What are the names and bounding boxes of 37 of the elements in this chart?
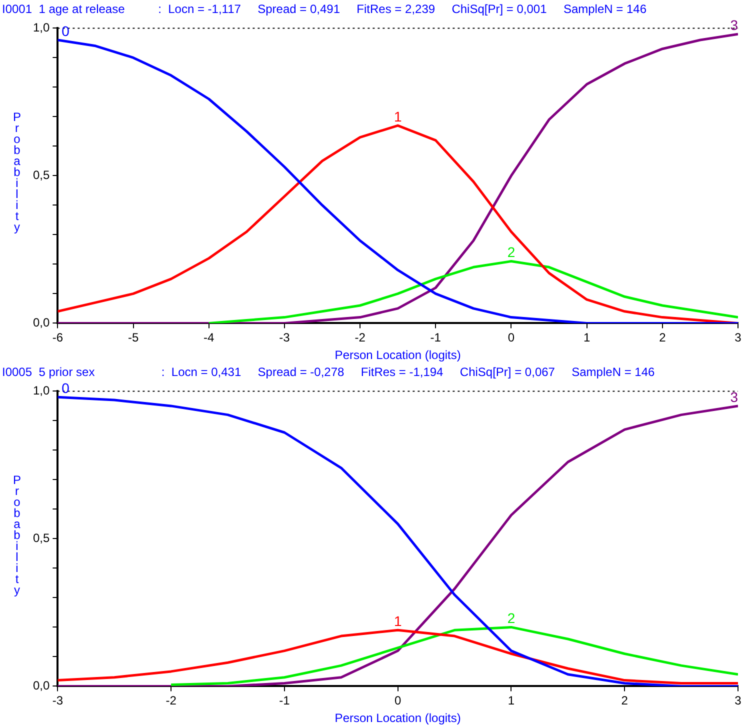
x-axis-title: Person Location (logits) bbox=[334, 711, 461, 726]
x-tick-label: -1 bbox=[430, 330, 442, 345]
x-tick-label: 3 bbox=[734, 694, 742, 708]
y-tick-label: 0,0 bbox=[32, 678, 50, 693]
series-label: 3 bbox=[730, 388, 738, 405]
y-axis-title: Probability bbox=[10, 473, 24, 594]
y-tick-label: 1,0 bbox=[32, 20, 50, 35]
series-label: 0 bbox=[62, 380, 70, 396]
x-tick-label: -3 bbox=[279, 330, 290, 345]
y-tick-label: 0,0 bbox=[32, 316, 50, 330]
chart-title: I0005 5 prior sex : Locn = 0,431 Spread = -0,278 FitRes = -1,194 ChiSq[Pr] = 0,067 SampleN = 146 bbox=[2, 365, 655, 379]
series-label: 1 bbox=[394, 613, 402, 630]
x-tick-label: -4 bbox=[204, 330, 215, 345]
y-axis-title: Probability bbox=[10, 110, 24, 231]
x-tick-label: 2 bbox=[621, 694, 628, 708]
series-label: 2 bbox=[507, 244, 516, 260]
series-label: 0 bbox=[62, 22, 70, 39]
x-tick-label: -2 bbox=[166, 694, 177, 708]
x-tick-label: -1 bbox=[279, 694, 290, 708]
y-tick-label: 0,5 bbox=[32, 168, 50, 182]
x-axis-title: Person Location (logits) bbox=[334, 348, 461, 362]
series-label: 3 bbox=[730, 16, 738, 33]
x-tick-label: 1 bbox=[508, 694, 515, 708]
x-tick-label: 0 bbox=[508, 330, 515, 345]
x-tick-label: -2 bbox=[354, 330, 366, 345]
x-tick-label: 2 bbox=[659, 330, 666, 345]
x-tick-label: -3 bbox=[52, 694, 64, 708]
series-label: 1 bbox=[394, 108, 402, 124]
x-tick-label: -5 bbox=[128, 330, 139, 345]
chart-title: I0001 1 age at release : Locn = -1,117 Spread = 0,491 FitRes = 2,239 ChiSq[Pr] = 0,001 SampleN = 146 bbox=[2, 2, 646, 16]
x-tick-label: 3 bbox=[734, 330, 742, 345]
x-tick-label: 0 bbox=[394, 694, 402, 708]
y-tick-label: 0,5 bbox=[32, 531, 50, 546]
y-tick-label: 1,0 bbox=[32, 384, 50, 398]
x-tick-label: -6 bbox=[52, 330, 64, 345]
x-tick-label: 1 bbox=[583, 330, 590, 345]
series-label: 2 bbox=[507, 610, 516, 626]
